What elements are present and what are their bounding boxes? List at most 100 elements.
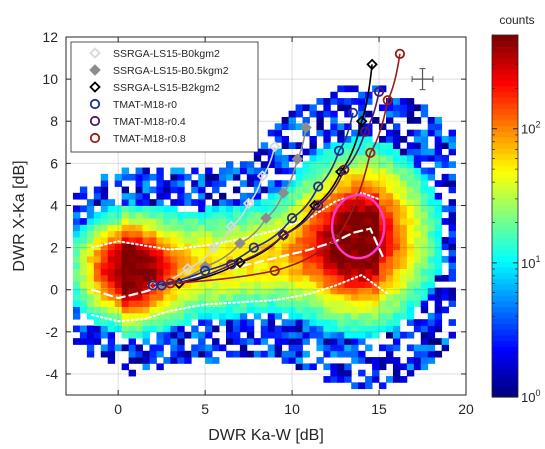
heat-cell (274, 306, 283, 314)
heat-cell (107, 357, 116, 364)
heat-cell (309, 300, 317, 307)
heat-cell (212, 186, 220, 194)
heat-cell (386, 110, 394, 118)
heat-cell (365, 331, 373, 339)
heat-cell (170, 331, 178, 339)
heat-cell (191, 325, 199, 333)
heat-cell (406, 293, 415, 301)
heat-cell (337, 243, 345, 251)
series-point (291, 153, 304, 165)
heat-cell (344, 218, 352, 225)
heat-cell (337, 325, 345, 333)
heat-cell (372, 274, 380, 282)
heat-cell (267, 148, 276, 156)
heat-cell (406, 154, 415, 162)
heat-cell (379, 268, 387, 276)
heat-cell (177, 287, 185, 295)
heat-cell (351, 224, 359, 232)
heat-cell (406, 268, 415, 276)
heat-cell (72, 243, 81, 251)
heat-cell (323, 180, 331, 187)
heat-cell (344, 293, 352, 301)
heat-cell (406, 331, 415, 339)
heat-cell (163, 331, 171, 339)
heat-cell (198, 306, 206, 314)
heat-cell (121, 281, 130, 288)
heat-cell (267, 237, 276, 244)
y-tick-label: 12 (42, 29, 58, 45)
heat-cell (372, 287, 380, 295)
heat-cell (219, 211, 227, 219)
heat-cell (295, 173, 303, 181)
heat-cell (149, 300, 157, 307)
heat-cell (239, 211, 248, 219)
heat-cell (330, 325, 338, 333)
heat-cell (309, 173, 317, 181)
heat-cell (302, 300, 310, 307)
heat-cell (413, 262, 422, 270)
heat-cell (212, 199, 220, 206)
heat-cell (170, 338, 178, 345)
heat-cell (372, 331, 380, 339)
heat-cell (121, 363, 130, 371)
plot-frame (65, 36, 467, 396)
heat-cell (274, 154, 283, 162)
heat-cell (100, 237, 109, 244)
heat-cell (392, 312, 401, 320)
heat-cell (100, 319, 109, 326)
heat-cell (135, 167, 143, 175)
heat-cell (323, 110, 331, 118)
heat-cell (232, 230, 241, 238)
heat-cell (177, 192, 185, 200)
heat-cell (156, 230, 164, 238)
heat-cell (288, 237, 296, 244)
heat-cell (379, 325, 387, 333)
heat-cell (302, 268, 310, 276)
heat-cell (358, 237, 366, 244)
heat-cell (302, 148, 310, 156)
heat-cell (302, 218, 310, 225)
heat-cell (191, 230, 199, 238)
heat-cell (351, 167, 359, 175)
colorbar-band (492, 165, 518, 172)
heat-cell (142, 237, 150, 244)
heat-cell (316, 161, 324, 168)
heat-cell (239, 274, 248, 282)
heat-cell (434, 312, 443, 320)
series-line (170, 53, 401, 285)
heat-cell (267, 218, 276, 225)
heat-cell (107, 287, 116, 295)
heat-cell (253, 237, 262, 244)
heat-cell (427, 357, 436, 364)
colorbar-band (492, 80, 518, 87)
heat-cell (205, 192, 213, 200)
heat-cell (267, 331, 276, 339)
heat-cell (232, 167, 241, 175)
heat-cell (128, 199, 136, 206)
heat-cell (184, 249, 192, 257)
heat-cell (170, 249, 178, 257)
heat-cell (274, 331, 283, 339)
heat-cell (420, 167, 429, 175)
heat-cell (288, 287, 296, 295)
heat-cell (239, 338, 248, 345)
heat-cell (260, 205, 269, 213)
heat-cell (163, 338, 171, 345)
heat-cell (441, 180, 450, 187)
heat-cell (386, 344, 394, 352)
heat-cell (330, 293, 338, 301)
heat-cell (86, 306, 95, 314)
legend-entry: SSRGA-LS15-B0kgm2 (89, 47, 220, 60)
heat-cell (379, 199, 387, 206)
series-point (360, 126, 371, 137)
heat-cell (295, 306, 303, 314)
heat-cell (448, 218, 456, 225)
heat-cell (295, 287, 303, 295)
heat-cell (128, 338, 136, 345)
heat-cell (448, 237, 456, 244)
heat-cell (372, 148, 380, 156)
heat-cell (427, 199, 436, 206)
heat-cell (260, 161, 269, 168)
heat-cell (302, 293, 310, 301)
heat-cell (142, 293, 150, 301)
